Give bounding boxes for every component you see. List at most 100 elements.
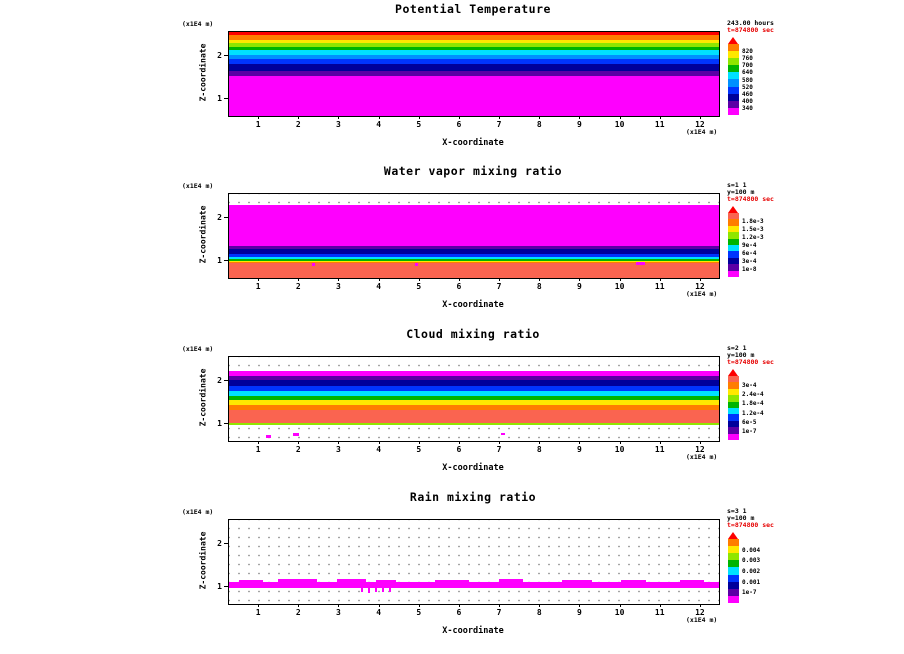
- x-tick-label: 5: [416, 120, 422, 129]
- contour-patch: [500, 433, 505, 436]
- colorbar-segment: [728, 65, 739, 73]
- x-tick-mark: [458, 278, 460, 281]
- x-tick-mark: [499, 278, 501, 281]
- contour-patch: [434, 580, 470, 585]
- colorbar-segment: [728, 257, 739, 265]
- plot-area: [228, 31, 720, 117]
- colorbar-segment: [728, 420, 739, 428]
- contour-patch: [376, 579, 396, 585]
- x-tick-mark: [699, 604, 701, 607]
- colorbar-segment: [728, 546, 739, 554]
- colorbar-segment: [728, 581, 739, 589]
- y-unit-label: (x1E4 m): [182, 345, 214, 353]
- colorbar-segment: [728, 107, 739, 115]
- contour-patch: [336, 578, 367, 585]
- colorbar-segment: [728, 270, 739, 278]
- x-unit-label: (x1E4 m): [686, 616, 718, 624]
- colorbar-label: 580: [742, 76, 753, 84]
- contour-patch: [229, 581, 719, 589]
- annotation: s=1 1 y=100 m t=874800 sec: [727, 182, 822, 203]
- annotation-line: t=874800 sec: [727, 195, 774, 203]
- contour-patch: [679, 580, 705, 585]
- x-tick-label: 1: [255, 282, 261, 291]
- x-tick-label: 1: [255, 445, 261, 454]
- colorbar-label: 9e-4: [742, 242, 757, 249]
- x-tick-label: 2: [295, 120, 301, 129]
- colorbar-segment: [728, 567, 739, 575]
- colorbar-label: 1.5e-3: [742, 226, 764, 233]
- colorbar-label: 2.4e-4: [742, 391, 764, 399]
- x-tick-label: 9: [577, 445, 582, 454]
- x-tick-mark: [659, 116, 661, 119]
- plot-title: Potential Temperature: [395, 2, 551, 16]
- contour-band: [229, 400, 719, 406]
- contour-patch: [265, 435, 271, 438]
- x-tick-mark: [418, 604, 420, 607]
- x-tick-label: 7: [496, 120, 502, 129]
- x-tick-label: 8: [536, 282, 542, 291]
- x-tick-label: 4: [376, 282, 382, 291]
- x-tick-mark: [699, 116, 701, 119]
- z-tick-mark: [224, 585, 228, 587]
- colorbar-segment: [728, 238, 739, 246]
- plot-area: [228, 356, 720, 442]
- x-tick-label: 6: [456, 445, 462, 454]
- colorbar: [728, 44, 739, 115]
- colorbar-segment: [728, 376, 739, 383]
- x-tick-mark: [579, 116, 581, 119]
- contour-band: [229, 254, 719, 258]
- z-tick-mark: [224, 542, 228, 544]
- plot-title: Cloud mixing ratio: [406, 327, 540, 341]
- annotation: s=3 1 y=100 m t=874800 sec: [727, 508, 822, 529]
- colorbar-label: 6e-5: [742, 418, 757, 426]
- annotation-line: s=3 1: [727, 507, 747, 515]
- contour-band: [229, 39, 719, 44]
- x-tick-mark: [579, 441, 581, 444]
- annotation-line: y=100 m: [727, 514, 755, 522]
- z-tick-label: 2: [217, 375, 222, 385]
- x-tick-label: 7: [496, 608, 502, 617]
- x-tick-label: 6: [456, 608, 462, 617]
- z-tick-label: 2: [217, 50, 222, 60]
- colorbar-arrow-icon: [728, 532, 738, 539]
- z-tick-mark: [224, 97, 228, 99]
- colorbar-label: 0.004: [742, 546, 761, 554]
- x-tick-label: 1: [255, 608, 261, 617]
- contour-band: [229, 375, 719, 381]
- z-tick-mark: [224, 54, 228, 56]
- colorbar-segment: [728, 427, 739, 434]
- colorbar-segment: [728, 595, 739, 603]
- colorbar-segment: [728, 553, 739, 561]
- z-tick-mark: [224, 259, 228, 261]
- x-tick-mark: [539, 278, 541, 281]
- x-tick-label: 1: [255, 120, 261, 129]
- z-tick-label: 1: [217, 255, 222, 265]
- annotation-line: s=1 1: [727, 181, 747, 189]
- x-tick-label: 6: [456, 282, 462, 291]
- x-tick-label: 10: [614, 608, 625, 617]
- colorbar-segment: [728, 433, 739, 441]
- x-tick-mark: [539, 116, 541, 119]
- x-tick-mark: [298, 116, 300, 119]
- x-tick-mark: [378, 604, 380, 607]
- contour-band: [229, 380, 719, 387]
- plot-block-4: Rain mixing ratio (x1E4 m) Z-coordinate 1 2 3…: [0, 488, 904, 650]
- x-tick-mark: [298, 278, 300, 281]
- colorbar-segment: [728, 382, 739, 389]
- colorbar-segment: [728, 560, 739, 568]
- x-tick-label: 3: [336, 608, 341, 617]
- annotation-line: t=874800 sec: [727, 521, 774, 529]
- x-tick-label: 3: [336, 445, 341, 454]
- z-axis-label: Z-coordinate: [198, 531, 208, 590]
- plot-block-3: Cloud mixing ratio (x1E4 m) Z-coordinate 1 2…: [0, 325, 904, 487]
- x-tick-mark: [539, 441, 541, 444]
- colorbar-segment: [728, 72, 739, 80]
- z-axis-label: Z-coordinate: [198, 43, 208, 102]
- contour-band: [229, 259, 719, 261]
- x-tick-label: 9: [577, 608, 582, 617]
- x-tick-mark: [338, 278, 340, 281]
- x-tick-mark: [699, 441, 701, 444]
- x-tick-mark: [539, 604, 541, 607]
- z-tick-mark: [224, 379, 228, 381]
- contour-patch: [415, 263, 419, 266]
